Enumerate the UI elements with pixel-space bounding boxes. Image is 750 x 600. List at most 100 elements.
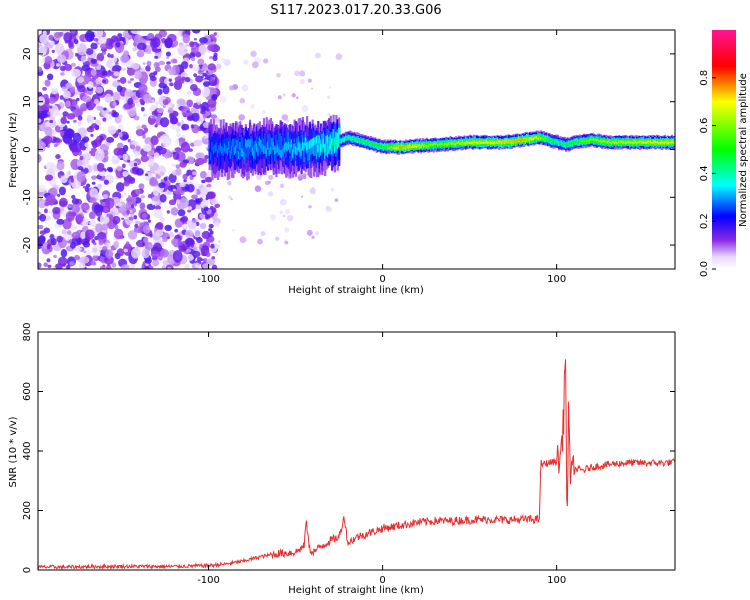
spectrogram-cell <box>250 138 253 147</box>
spectrogram-cell <box>60 175 68 184</box>
spectrogram-cell <box>171 68 176 73</box>
spectrogram-cell <box>91 245 101 256</box>
spectrogram-cell <box>208 79 218 87</box>
spectrogram-cell <box>265 148 268 157</box>
spectrogram-cell <box>573 139 576 145</box>
spectrogram-cell <box>636 141 639 145</box>
spectrogram-cell <box>212 55 218 62</box>
spectrogram-cell <box>201 101 209 111</box>
spectrogram-cell <box>103 206 109 213</box>
spectrogram-cell <box>349 137 352 140</box>
spectrogram-cell <box>125 241 130 247</box>
spectrogram-cell <box>140 154 149 163</box>
spectrogram-cell <box>228 141 231 150</box>
spectrogram-cell <box>619 140 622 143</box>
spectrogram-cell <box>647 140 650 144</box>
spectrogram-cell <box>390 146 394 149</box>
spectrogram-cell <box>113 71 121 77</box>
spectrogram-xlabel: Height of straight line (km) <box>288 285 424 296</box>
spectrogram-cell <box>113 147 124 156</box>
spectrogram-cell <box>135 168 144 176</box>
spectrogram-cell <box>225 145 228 154</box>
spectrogram-cell <box>303 146 306 163</box>
spectrogram-cell <box>268 180 271 184</box>
spectrogram-cell <box>151 37 161 48</box>
spectrogram-cell <box>286 214 294 222</box>
spectrogram-cell <box>213 117 221 124</box>
spectrogram-cell <box>232 143 235 160</box>
spectrogram-cell <box>183 179 187 183</box>
spectrogram-cell <box>539 134 543 140</box>
spectrogram-cell <box>166 102 176 109</box>
spectrogram-cell <box>417 144 420 149</box>
spectrogram-cell <box>301 142 305 151</box>
spectrogram-cell <box>67 171 71 175</box>
spectrogram-cell <box>200 258 204 261</box>
spectrogram-cell <box>86 126 95 133</box>
spectrogram-cell <box>350 137 353 140</box>
spectrogram-cell <box>142 134 146 139</box>
snr-ylabel: SNR (10 * v/v) <box>8 416 19 487</box>
spectrogram-cell <box>240 148 243 157</box>
spectrogram-cell <box>246 140 249 149</box>
spectrogram-cell <box>208 139 211 148</box>
spectrogram-cell <box>211 264 218 269</box>
spectrogram-cell <box>71 68 81 78</box>
spectrogram-cell <box>448 142 451 145</box>
spectrogram-cell <box>180 61 189 70</box>
spectrogram-cell <box>521 137 525 141</box>
spectrogram-cell <box>549 138 552 141</box>
spectrogram-cell <box>308 205 312 209</box>
spectrogram-cell <box>158 60 165 66</box>
spectrogram-cell <box>406 145 409 148</box>
spectrogram-cell <box>132 166 137 171</box>
spectrogram-cell <box>191 194 198 200</box>
spectrogram-cell <box>215 142 218 151</box>
spectrogram-cell <box>307 78 312 83</box>
spectrogram-cell <box>378 144 381 147</box>
spectrogram-cell <box>235 145 238 154</box>
spectrogram-cell <box>122 153 128 161</box>
spectrogram-cell <box>436 144 440 147</box>
spectrogram-cell <box>377 144 380 147</box>
spectrogram-cell <box>157 88 163 95</box>
spectrogram-cell <box>65 100 71 108</box>
spectrogram-cell <box>180 120 185 125</box>
spectrogram-cell <box>290 145 293 162</box>
spectrogram-cell <box>48 210 53 214</box>
spectrogram-cell <box>175 164 181 169</box>
spectrogram-cell <box>487 141 490 144</box>
spectrogram-cell <box>345 136 348 140</box>
spectrogram-cell <box>46 73 54 81</box>
spectrogram-cell <box>534 136 537 139</box>
spectrogram-cell <box>129 209 133 214</box>
spectrogram-cell <box>400 145 403 149</box>
spectrogram-cell <box>374 143 377 146</box>
spectrogram-cell <box>174 228 178 233</box>
spectrogram-cell <box>202 263 210 269</box>
spectrogram-cell <box>531 138 534 141</box>
spectrogram-cell <box>157 165 166 176</box>
colorbar-tick-label: 0.8 <box>699 70 710 86</box>
spectrogram-cell <box>56 193 61 197</box>
spectrogram-cell <box>117 33 123 38</box>
spectrogram-cell <box>230 145 234 154</box>
spectrogram-cell <box>506 138 509 144</box>
spectrogram-cell <box>56 63 60 67</box>
spectrogram-cell <box>91 123 98 129</box>
spectrogram-cell <box>263 58 269 64</box>
spectrogram-cell <box>77 247 82 251</box>
spectrogram-cell <box>363 140 366 145</box>
spectrogram-cell <box>99 199 104 203</box>
spectrogram-cell <box>294 146 298 155</box>
spectrogram-cell <box>152 188 160 197</box>
spectrogram-cell <box>63 90 71 99</box>
spectrogram-cell <box>201 86 211 98</box>
spectrogram-cell <box>38 198 47 209</box>
spectrogram-cell <box>455 143 458 146</box>
spectrogram-cell <box>200 187 208 196</box>
spectrogram-cell <box>90 58 97 64</box>
spectrogram-cell <box>141 212 148 219</box>
spectrogram-cell <box>100 43 107 50</box>
spectrogram-cell <box>216 149 220 158</box>
